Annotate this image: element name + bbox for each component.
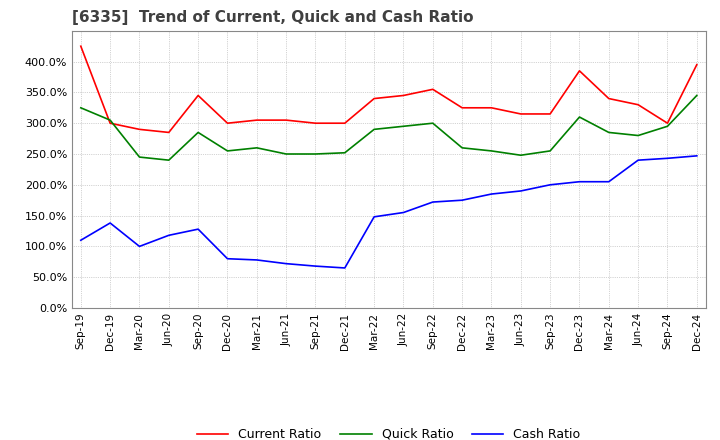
- Current Ratio: [634, 102, 642, 107]
- Current Ratio: [253, 117, 261, 123]
- Current Ratio: [194, 93, 202, 98]
- Cash Ratio: [546, 182, 554, 187]
- Current Ratio: [370, 96, 379, 101]
- Cash Ratio: [253, 257, 261, 263]
- Cash Ratio: [634, 158, 642, 163]
- Cash Ratio: [663, 156, 672, 161]
- Quick Ratio: [693, 93, 701, 98]
- Cash Ratio: [399, 210, 408, 215]
- Quick Ratio: [164, 158, 173, 163]
- Current Ratio: [164, 130, 173, 135]
- Cash Ratio: [223, 256, 232, 261]
- Quick Ratio: [634, 133, 642, 138]
- Current Ratio: [575, 68, 584, 73]
- Quick Ratio: [546, 148, 554, 154]
- Quick Ratio: [487, 148, 496, 154]
- Current Ratio: [341, 121, 349, 126]
- Current Ratio: [458, 105, 467, 110]
- Quick Ratio: [605, 130, 613, 135]
- Cash Ratio: [487, 191, 496, 197]
- Cash Ratio: [194, 227, 202, 232]
- Legend: Current Ratio, Quick Ratio, Cash Ratio: Current Ratio, Quick Ratio, Cash Ratio: [192, 423, 585, 440]
- Quick Ratio: [282, 151, 290, 157]
- Line: Cash Ratio: Cash Ratio: [81, 156, 697, 268]
- Current Ratio: [487, 105, 496, 110]
- Quick Ratio: [663, 124, 672, 129]
- Current Ratio: [311, 121, 320, 126]
- Cash Ratio: [458, 198, 467, 203]
- Cash Ratio: [135, 244, 144, 249]
- Quick Ratio: [399, 124, 408, 129]
- Current Ratio: [223, 121, 232, 126]
- Text: [6335]  Trend of Current, Quick and Cash Ratio: [6335] Trend of Current, Quick and Cash …: [72, 11, 474, 26]
- Cash Ratio: [693, 153, 701, 158]
- Current Ratio: [546, 111, 554, 117]
- Line: Quick Ratio: Quick Ratio: [81, 95, 697, 160]
- Quick Ratio: [76, 105, 85, 110]
- Cash Ratio: [311, 264, 320, 269]
- Cash Ratio: [106, 220, 114, 226]
- Quick Ratio: [223, 148, 232, 154]
- Cash Ratio: [575, 179, 584, 184]
- Quick Ratio: [458, 145, 467, 150]
- Cash Ratio: [164, 233, 173, 238]
- Current Ratio: [135, 127, 144, 132]
- Quick Ratio: [341, 150, 349, 155]
- Current Ratio: [282, 117, 290, 123]
- Quick Ratio: [370, 127, 379, 132]
- Cash Ratio: [605, 179, 613, 184]
- Cash Ratio: [428, 199, 437, 205]
- Quick Ratio: [516, 153, 525, 158]
- Current Ratio: [663, 121, 672, 126]
- Cash Ratio: [370, 214, 379, 220]
- Current Ratio: [399, 93, 408, 98]
- Current Ratio: [693, 62, 701, 67]
- Quick Ratio: [106, 117, 114, 123]
- Current Ratio: [516, 111, 525, 117]
- Line: Current Ratio: Current Ratio: [81, 46, 697, 132]
- Quick Ratio: [194, 130, 202, 135]
- Current Ratio: [428, 87, 437, 92]
- Quick Ratio: [575, 114, 584, 120]
- Current Ratio: [106, 121, 114, 126]
- Cash Ratio: [341, 265, 349, 271]
- Quick Ratio: [311, 151, 320, 157]
- Quick Ratio: [253, 145, 261, 150]
- Cash Ratio: [282, 261, 290, 266]
- Quick Ratio: [428, 121, 437, 126]
- Current Ratio: [76, 44, 85, 49]
- Quick Ratio: [135, 154, 144, 160]
- Cash Ratio: [516, 188, 525, 194]
- Current Ratio: [605, 96, 613, 101]
- Cash Ratio: [76, 238, 85, 243]
